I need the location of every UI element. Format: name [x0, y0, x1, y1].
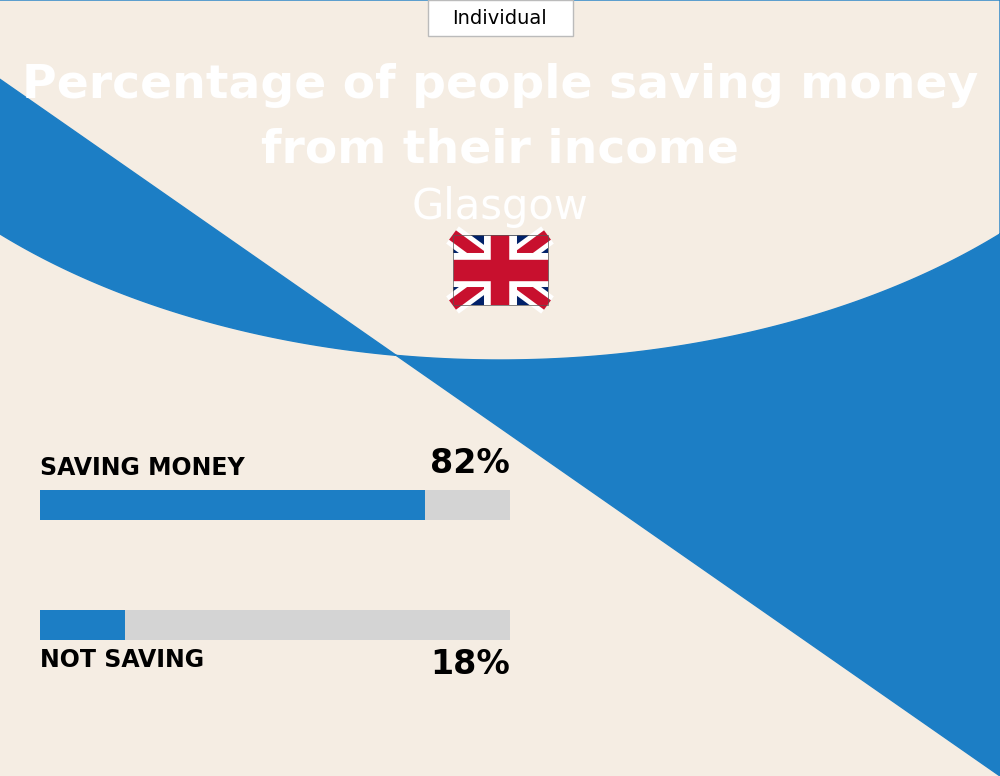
Text: Glasgow: Glasgow [412, 186, 588, 228]
Bar [452, 235, 548, 305]
Text: from their income: from their income [261, 127, 739, 172]
Bar [40, 490, 425, 520]
Text: 18%: 18% [430, 648, 510, 681]
Text: Individual: Individual [453, 9, 547, 27]
Bar [40, 610, 125, 640]
Bar [40, 490, 510, 520]
Bar [452, 235, 548, 305]
FancyBboxPatch shape [428, 0, 572, 36]
Text: 82%: 82% [430, 447, 510, 480]
Text: Percentage of people saving money: Percentage of people saving money [22, 63, 978, 108]
Text: NOT SAVING: NOT SAVING [40, 648, 204, 672]
Bar [40, 610, 510, 640]
Text: SAVING MONEY: SAVING MONEY [40, 456, 245, 480]
